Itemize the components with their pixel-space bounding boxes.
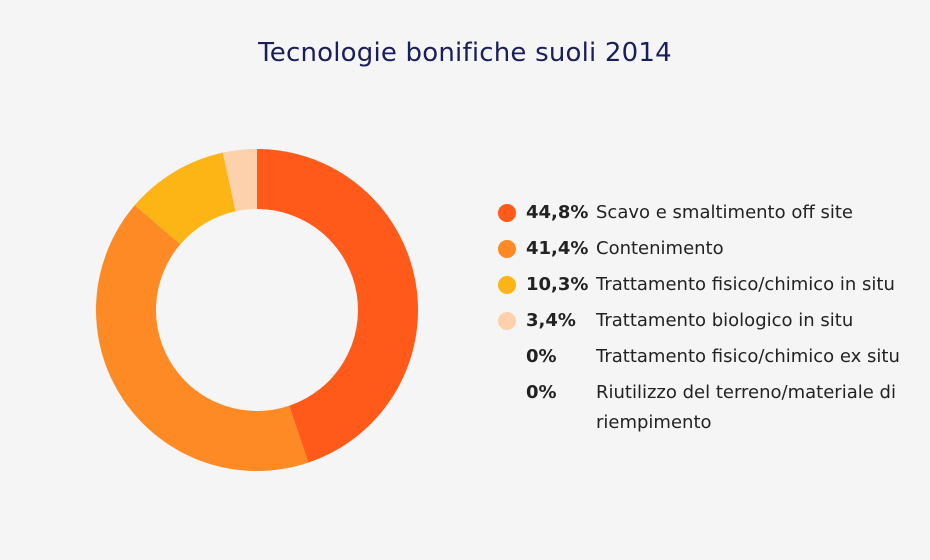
donut-chart xyxy=(95,149,418,471)
legend-swatch xyxy=(498,276,516,294)
donut-slice xyxy=(95,205,309,471)
donut-slice xyxy=(257,149,418,463)
legend-item: 44,8% Scavo e smaltimento off site xyxy=(498,198,918,234)
donut-slice xyxy=(222,149,257,212)
legend-swatch xyxy=(498,384,516,402)
legend: 44,8% Scavo e smaltimento off site 41,4%… xyxy=(498,198,918,438)
chart-title: Tecnologie bonifiche suoli 2014 xyxy=(258,38,672,68)
legend-value: 41,4% xyxy=(526,238,589,259)
legend-value: 10,3% xyxy=(526,274,589,295)
legend-swatch xyxy=(498,240,516,258)
legend-value: 3,4% xyxy=(526,310,576,331)
legend-swatch xyxy=(498,312,516,330)
legend-label: Trattamento fisico/chimico in situ xyxy=(596,274,895,295)
legend-item: 41,4% Contenimento xyxy=(498,234,918,270)
legend-label: Contenimento xyxy=(596,238,724,259)
legend-item: 10,3% Trattamento fisico/chimico in situ xyxy=(498,270,918,306)
legend-item: 0% Trattamento fisico/chimico ex situ xyxy=(498,342,918,378)
legend-label: Trattamento fisico/chimico ex situ xyxy=(596,346,900,367)
legend-value: 0% xyxy=(526,382,557,403)
legend-value: 0% xyxy=(526,346,557,367)
donut-slice xyxy=(134,152,236,245)
legend-swatch xyxy=(498,348,516,366)
legend-item: 0% Riutilizzo del terreno/materiale di r… xyxy=(498,378,918,438)
legend-item: 3,4% Trattamento biologico in situ xyxy=(498,306,918,342)
legend-label: Scavo e smaltimento off site xyxy=(596,202,853,223)
legend-label: Trattamento biologico in situ xyxy=(596,310,854,331)
legend-swatch xyxy=(498,204,516,222)
legend-value: 44,8% xyxy=(526,202,589,223)
legend-label: Riutilizzo del terreno/materiale di riem… xyxy=(596,382,896,433)
